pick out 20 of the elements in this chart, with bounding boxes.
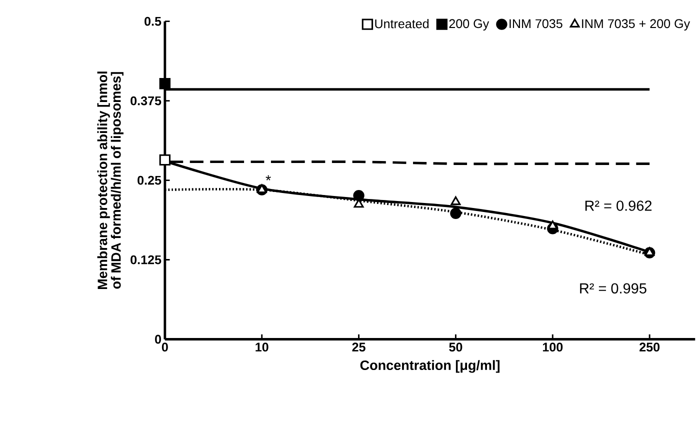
y-tick-label: 0.125 — [130, 255, 162, 264]
annotation: R² = 0.962 — [585, 200, 652, 211]
y-axis-title: Membrane protection ability [nmol of MDA formed/h/ml of liposomes] — [97, 72, 124, 290]
legend-label: INM 7035 + 200 Gy — [582, 19, 690, 31]
x-tick-label: 10 — [256, 342, 268, 352]
y-tick-label: 0.25 — [138, 176, 162, 185]
annotation: R² = 0.995 — [580, 283, 646, 294]
legend-label: Untreated — [375, 19, 429, 28]
x-tick-label: 50 — [449, 342, 462, 352]
annotation: * — [266, 175, 271, 181]
x-tick-label: 100 — [542, 342, 563, 352]
x-tick-label: 0 — [162, 342, 168, 352]
y-tick-label: 0.375 — [130, 96, 162, 106]
legend-label: 200 Gy — [449, 19, 490, 31]
y-tick-label: 0 — [155, 334, 161, 344]
x-tick-label: 250 — [640, 342, 660, 352]
x-axis-title: Concentration [μg/ml] — [360, 360, 500, 373]
x-tick-label: 25 — [352, 342, 366, 352]
y-tick-label: 0.5 — [144, 17, 162, 26]
legend-label: INM 7035 — [510, 19, 562, 28]
